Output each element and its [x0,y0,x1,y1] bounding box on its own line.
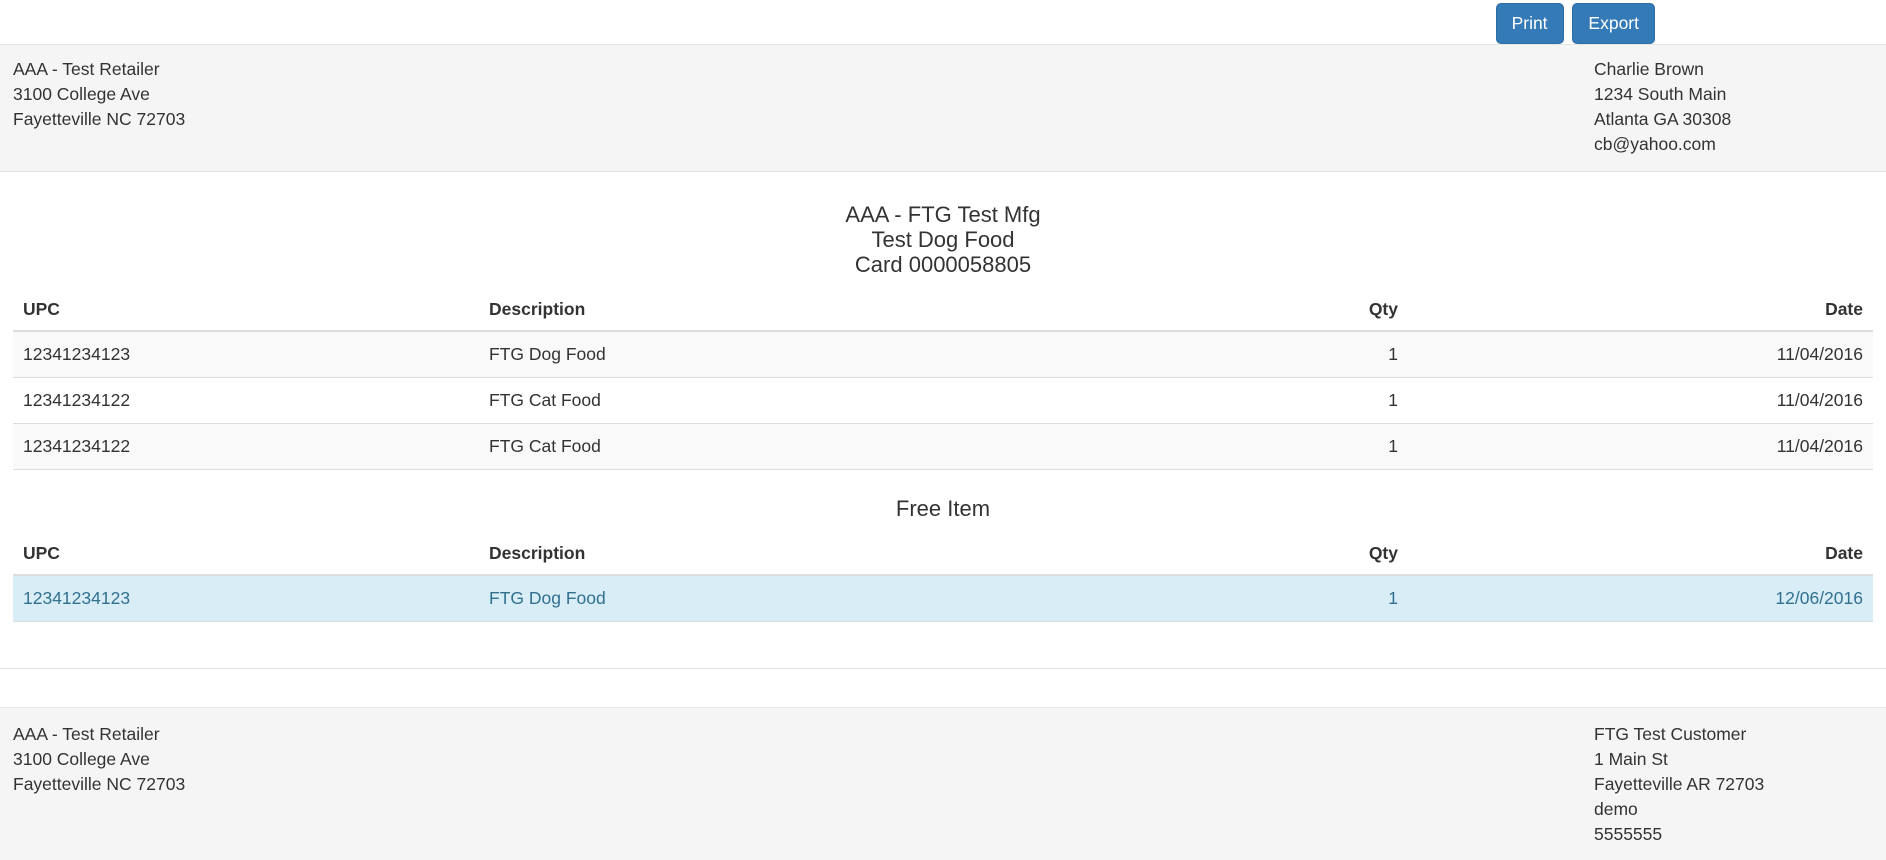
cell-qty: 1 [1149,377,1408,424]
purchases-table: UPC Description Qty Date 12341234123 FTG … [13,289,1873,470]
column-header-qty: Qty [1149,533,1408,576]
customer-username: demo [1594,799,1638,819]
table-row: 12341234122 FTG Cat Food 1 11/04/2016 [13,377,1873,424]
column-header-date: Date [1408,533,1873,576]
export-button[interactable]: Export [1572,3,1655,44]
cell-upc: 12341234123 [13,574,479,622]
cell-description: FTG Dog Food [479,574,1149,622]
purchases-header-row: UPC Description Qty Date [13,289,1873,332]
retailer-name: AAA - Test Retailer [13,724,160,744]
free-item-header-row: UPC Description Qty Date [13,533,1873,576]
cell-qty: 1 [1149,574,1408,622]
customer-city: Atlanta GA 30308 [1594,109,1732,129]
header-band: AAA - Test Retailer 3100 College Ave Fay… [0,44,1886,172]
cell-description: FTG Cat Food [479,377,1149,424]
column-header-qty: Qty [1149,289,1408,332]
column-header-description: Description [479,289,1149,332]
cell-description: FTG Dog Food [479,330,1149,378]
cell-upc: 12341234123 [13,330,479,378]
table-row: 12341234123 FTG Dog Food 1 11/04/2016 [13,330,1873,378]
cell-qty: 1 [1149,423,1408,470]
report-title: AAA - FTG Test Mfg Test Dog Food Card 00… [0,202,1886,277]
cell-date: 11/04/2016 [1408,377,1873,424]
column-header-date: Date [1408,289,1873,332]
customer-street: 1 Main St [1594,749,1668,769]
report-title-manufacturer: AAA - FTG Test Mfg [845,202,1041,227]
cell-upc: 12341234122 [13,377,479,424]
toolbar: Print Export [0,0,1886,44]
retailer-street: 3100 College Ave [13,749,150,769]
cell-description: FTG Cat Food [479,423,1149,470]
footer-customer-address: FTG Test Customer 1 Main St Fayetteville… [1594,722,1886,860]
free-item-table-body: 12341234123 FTG Dog Food 1 12/06/2016 [13,574,1873,622]
print-button[interactable]: Print [1495,3,1564,44]
retailer-city: Fayetteville NC 72703 [13,109,186,129]
content-footer-divider [0,668,1886,669]
retailer-city: Fayetteville NC 72703 [13,774,186,794]
customer-city: Fayetteville AR 72703 [1594,774,1765,794]
header-retailer-address: AAA - Test Retailer 3100 College Ave Fay… [0,57,185,157]
column-header-upc: UPC [13,289,479,332]
customer-email: cb@yahoo.com [1594,134,1716,154]
column-header-description: Description [479,533,1149,576]
column-header-upc: UPC [13,533,479,576]
purchases-table-body: 12341234123 FTG Dog Food 1 11/04/2016 123412… [13,330,1873,470]
cell-date: 11/04/2016 [1408,423,1873,470]
free-item-row[interactable]: 12341234123 FTG Dog Food 1 12/06/2016 [13,574,1873,622]
retailer-name: AAA - Test Retailer [13,59,160,79]
cell-upc: 12341234122 [13,423,479,470]
cell-date: 11/04/2016 [1408,330,1873,378]
report-title-program: Test Dog Food [871,227,1015,252]
free-item-table: UPC Description Qty Date 12341234123 FTG … [13,533,1873,622]
header-customer-address: Charlie Brown 1234 South Main Atlanta GA… [1594,57,1886,157]
retailer-street: 3100 College Ave [13,84,150,104]
footer-retailer-address: AAA - Test Retailer 3100 College Ave Fay… [0,722,185,860]
customer-phone: 5555555 [1594,824,1663,844]
cell-qty: 1 [1149,330,1408,378]
report-title-card-number: Card 0000058805 [854,252,1032,277]
footer-band: AAA - Test Retailer 3100 College Ave Fay… [0,707,1886,860]
table-row: 12341234122 FTG Cat Food 1 11/04/2016 [13,423,1873,470]
customer-name: Charlie Brown [1594,59,1704,79]
cell-date: 12/06/2016 [1408,574,1873,622]
free-item-heading: Free Item [895,496,991,521]
customer-street: 1234 South Main [1594,84,1727,104]
customer-name: FTG Test Customer [1594,724,1747,744]
